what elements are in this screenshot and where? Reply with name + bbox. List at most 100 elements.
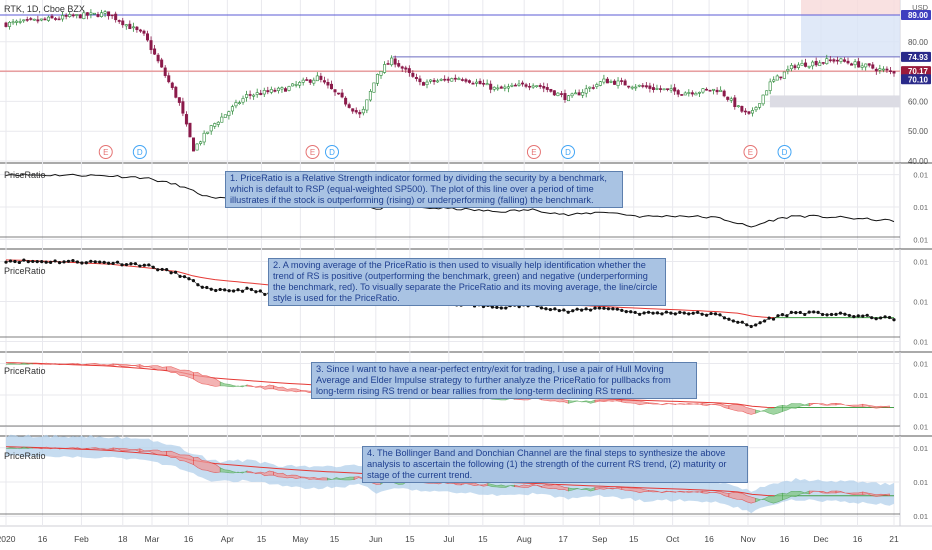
candle-body (322, 80, 326, 83)
candle-body (337, 92, 341, 95)
price-ratio-dot (696, 310, 700, 314)
candle-body (308, 79, 312, 83)
price-ratio-dot (660, 312, 664, 316)
candle-body (234, 102, 238, 107)
price-ratio-dot (89, 259, 93, 263)
candle-body (850, 63, 854, 66)
candle-body (209, 125, 213, 132)
candle-body (46, 16, 50, 21)
price-ratio-dot (767, 316, 771, 320)
candle-body (61, 15, 65, 20)
event-marker (325, 145, 340, 159)
price-ratio-dot (62, 260, 66, 264)
price-ratio-dot (597, 306, 602, 310)
candle-body (577, 92, 581, 96)
price-ratio-dot (71, 259, 75, 263)
candle-body (538, 85, 542, 87)
candle-body (379, 71, 383, 76)
candle-body (846, 60, 850, 64)
price-ratio-dot (687, 312, 691, 316)
x-tick-label: 15 (629, 534, 639, 544)
price-ratio-dot (227, 289, 231, 293)
x-tick-label: Jun (369, 534, 383, 544)
candle-body (659, 88, 663, 90)
candle-body (648, 85, 652, 89)
price-ratio-dot (749, 324, 753, 329)
candle-body (319, 75, 323, 80)
candle-body (386, 63, 390, 65)
candle-body (630, 86, 634, 89)
price-ratio-dot (214, 288, 218, 293)
price-ratio-dot (633, 310, 637, 315)
candle-body (623, 80, 627, 86)
x-tick-label: 16 (184, 534, 194, 544)
price-ratio-dot (624, 309, 628, 314)
candle-body (64, 15, 68, 17)
x-tick-label: Nov (740, 534, 756, 544)
price-ratio-dot (138, 264, 142, 268)
price-ratio-dot (745, 323, 749, 327)
candle-body (25, 19, 29, 21)
annotation-3[interactable]: 3. Since I want to have a near-perfect e… (311, 362, 697, 399)
price-ratio-dot (133, 262, 138, 266)
candle-body (68, 14, 72, 17)
candle-body (662, 88, 666, 91)
price-ratio-dot (93, 260, 97, 264)
x-tick-label: 18 (118, 534, 128, 544)
candle-body (867, 63, 871, 66)
candle-body (878, 68, 882, 71)
price-tag-bg (901, 51, 931, 62)
price-ratio-dot (53, 259, 57, 263)
x-tick-label: 16 (704, 534, 714, 544)
price-ratio-dot (678, 310, 682, 314)
price-ratio-dot (642, 311, 646, 315)
price-ratio-dot (75, 260, 79, 264)
annotation-1[interactable]: 1. PriceRatio is a Relative Strength ind… (225, 171, 623, 208)
y-tick-label: 0.01 (913, 171, 928, 180)
candle-body (39, 18, 43, 21)
price-ratio-dot (548, 307, 553, 312)
event-marker (98, 145, 113, 159)
price-ratio-dot (892, 318, 896, 322)
candle-body (117, 20, 121, 22)
candle-body (821, 62, 825, 64)
price-ratio-dot (615, 307, 619, 311)
candle-body (758, 103, 762, 108)
candle-body (510, 84, 514, 87)
price-ratio-dot (731, 319, 735, 323)
price-ratio-dot (49, 260, 53, 264)
event-marker-label: D (329, 148, 335, 157)
candle-body (375, 74, 379, 84)
price-ratio-dot (771, 317, 776, 321)
candle-body (446, 78, 450, 81)
price-ratio-dot (111, 261, 115, 265)
pane3-label: PriceRatio (4, 366, 46, 376)
candle-body (390, 57, 394, 66)
price-ratio-dot (606, 307, 611, 311)
candle-body (344, 97, 348, 105)
candle-body (29, 18, 33, 20)
candle-body (383, 64, 387, 73)
price-ratio-dot (664, 310, 669, 314)
annotation-4[interactable]: 4. The Bollinger Band and Donchian Chann… (362, 446, 748, 483)
candle-body (92, 12, 96, 15)
price-ratio-dot (57, 261, 62, 265)
candle-body (584, 88, 588, 94)
candle-body (266, 90, 270, 93)
x-tick-label: 15 (478, 534, 488, 544)
candle-body (489, 83, 493, 90)
price-ratio-dot (218, 287, 222, 292)
candle-body (443, 78, 447, 81)
price-ratio-dot (870, 316, 874, 320)
price-ratio-dot (26, 260, 30, 264)
candle-body (8, 22, 12, 27)
candle-body (460, 79, 464, 81)
candle-body (818, 62, 822, 66)
event-marker (305, 145, 320, 159)
annotation-2[interactable]: 2. A moving average of the PriceRatio is… (268, 258, 666, 306)
candle-body (85, 12, 89, 16)
event-marker-label: E (310, 148, 315, 157)
candle-body (743, 110, 747, 113)
candle-body (871, 64, 875, 69)
candle-body (114, 13, 118, 21)
